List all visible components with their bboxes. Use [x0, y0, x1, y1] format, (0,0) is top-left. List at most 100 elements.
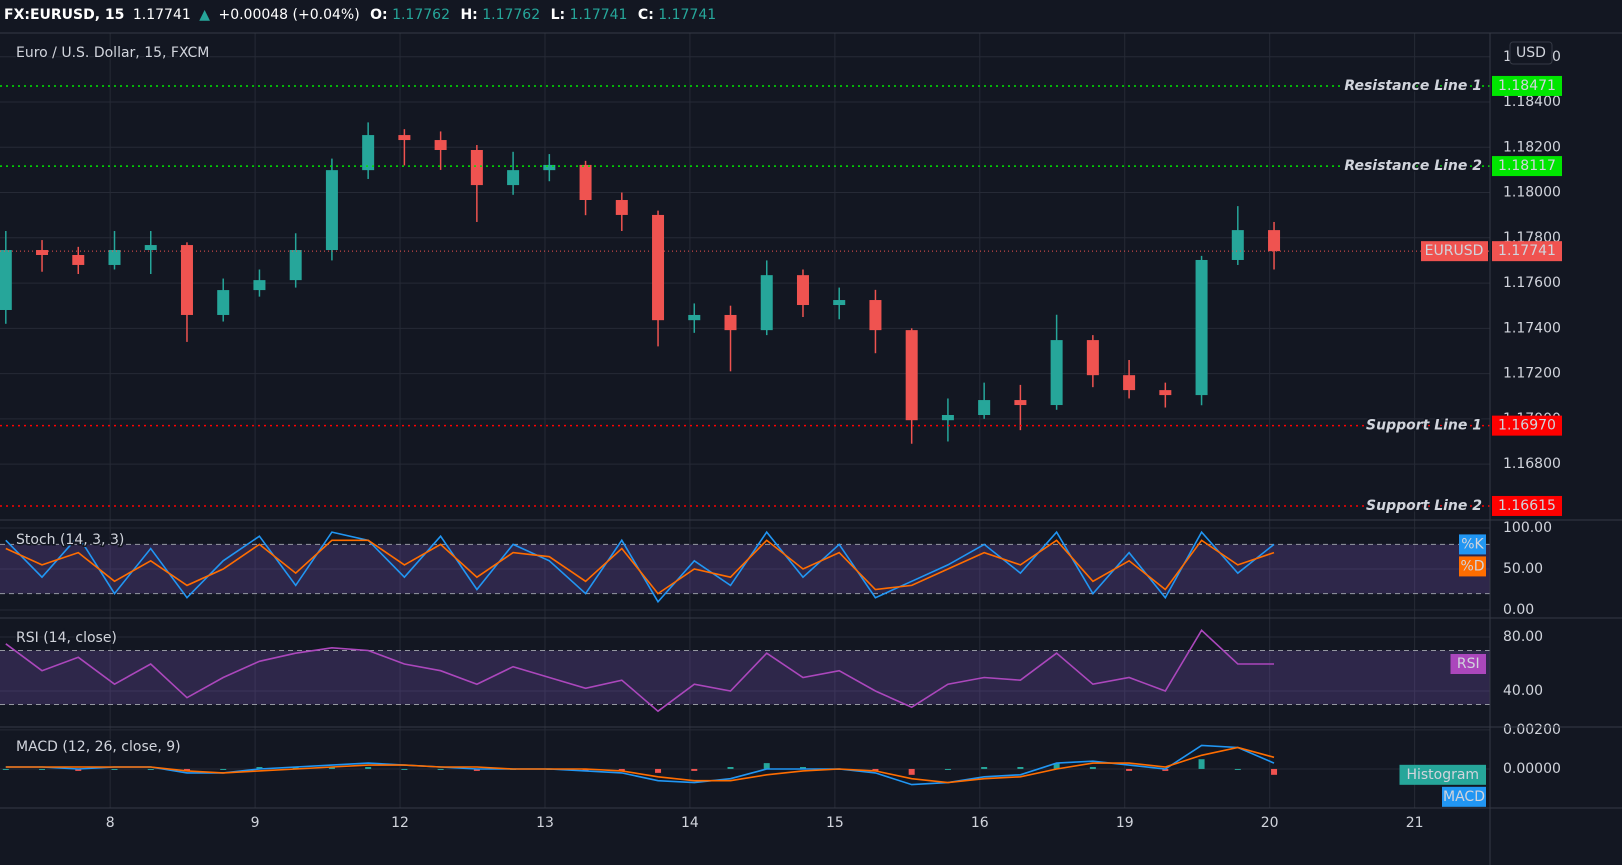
x-tick-label: 14	[681, 815, 699, 831]
legend-label: %D	[1460, 558, 1484, 574]
candle-body	[72, 255, 85, 265]
x-tick-label: 13	[536, 815, 554, 831]
candle-body	[1195, 259, 1208, 396]
legend-box	[1459, 534, 1486, 555]
currency-button[interactable]	[1509, 41, 1553, 65]
last-price-name: EURUSD	[1425, 243, 1484, 259]
pane-title: RSI (14, close)	[16, 630, 117, 646]
histogram-bar	[981, 767, 988, 769]
legend-box	[1459, 556, 1486, 577]
ohlc-value: 1.17762	[392, 7, 450, 23]
y-tick-label: 1.17200	[1503, 366, 1561, 382]
series-line	[5, 746, 1275, 784]
candle-body	[1014, 400, 1027, 406]
ohlc-value: 1.17741	[658, 7, 716, 23]
histogram-bar	[365, 767, 372, 769]
band	[0, 650, 1490, 705]
y-tick-label: 80.00	[1503, 629, 1543, 645]
histogram-bar	[1126, 768, 1133, 771]
ohlc-label: H:	[460, 7, 477, 23]
legend-label: %K	[1461, 536, 1484, 552]
candle-body	[1050, 340, 1063, 406]
candle-body	[36, 250, 49, 256]
plot-layer: 1.168001.170001.172001.174001.176001.178…	[0, 33, 1562, 831]
series-line	[5, 629, 1274, 713]
last-price-box	[1492, 241, 1562, 262]
level-value: 1.18471	[1498, 78, 1556, 94]
y-tick-label: 1.17400	[1503, 320, 1561, 336]
histogram-bar	[582, 768, 589, 771]
histogram-bar	[256, 767, 263, 769]
x-tick-label: 20	[1261, 815, 1279, 831]
candle-body	[1159, 390, 1172, 396]
histogram-bar	[1053, 763, 1060, 769]
candle-body	[180, 245, 193, 315]
candle-body	[398, 135, 411, 141]
candle-body	[869, 300, 882, 331]
histogram-bar	[872, 768, 879, 771]
histogram-bar	[111, 768, 118, 770]
header: FX:EURUSD, 15 1.17741 ▲ +0.00048 (+0.04%…	[4, 7, 716, 23]
y-tick-label: 1.18200	[1503, 139, 1561, 155]
candle-body	[108, 250, 121, 265]
candle-body	[253, 280, 266, 291]
candle-body	[796, 275, 809, 306]
candle-body	[833, 300, 846, 306]
histogram-bar	[473, 768, 480, 771]
candle-body	[652, 214, 665, 321]
level-box	[1492, 415, 1562, 436]
y-tick-label: 1.18000	[1503, 185, 1561, 201]
candle-body	[362, 135, 375, 171]
x-tick-label: 12	[391, 815, 409, 831]
candle-body	[470, 149, 483, 186]
candle-body	[434, 140, 447, 150]
legend-label: MACD	[1443, 789, 1485, 805]
histogram-bar	[220, 768, 227, 770]
x-tick-label: 19	[1116, 815, 1134, 831]
last-price-value: 1.17741	[1498, 243, 1556, 259]
ohlc-value: 1.17762	[482, 7, 540, 23]
y-tick-label: 100.00	[1503, 520, 1552, 536]
legend-box	[1442, 786, 1486, 807]
level-box	[1492, 495, 1562, 516]
histogram-bar	[1271, 768, 1278, 775]
candle-body	[1086, 340, 1099, 376]
x-tick-label: 8	[106, 815, 115, 831]
last-price-name-box	[1421, 241, 1488, 262]
level-name: Resistance Line 1	[1344, 78, 1482, 94]
candle-body	[289, 250, 302, 281]
candle-body	[579, 164, 592, 201]
x-tick-label: 9	[251, 815, 260, 831]
candle-body	[1268, 230, 1281, 252]
level-box	[1492, 75, 1562, 96]
candle-body	[144, 245, 157, 251]
x-tick-label: 16	[971, 815, 989, 831]
histogram-bar	[763, 763, 770, 769]
histogram-bar	[691, 768, 698, 771]
y-tick-label: 0.00000	[1503, 761, 1561, 777]
ohlc-label: O:	[370, 7, 388, 23]
histogram-bar	[39, 768, 46, 770]
level-value: 1.16970	[1498, 418, 1556, 434]
histogram-bar	[618, 768, 625, 771]
x-tick-label: 21	[1406, 815, 1424, 831]
change: +0.00048 (+0.04%)	[218, 7, 359, 23]
histogram-bar	[1198, 759, 1205, 769]
histogram-bar	[1234, 768, 1241, 770]
histogram-bar	[2, 768, 9, 770]
histogram-bar	[944, 768, 951, 770]
candle-body	[978, 400, 991, 415]
histogram-bar	[292, 767, 299, 769]
level-box	[1492, 156, 1562, 177]
legend-label: RSI	[1457, 656, 1480, 672]
level-name: Support Line 1	[1366, 418, 1482, 434]
candle-body	[543, 164, 556, 171]
histogram-bar	[799, 767, 806, 769]
series-line	[5, 539, 1275, 595]
y-tick-label: 1.16800	[1503, 456, 1561, 472]
candle-body	[325, 170, 338, 251]
y-tick-label: 0.00	[1503, 602, 1534, 618]
